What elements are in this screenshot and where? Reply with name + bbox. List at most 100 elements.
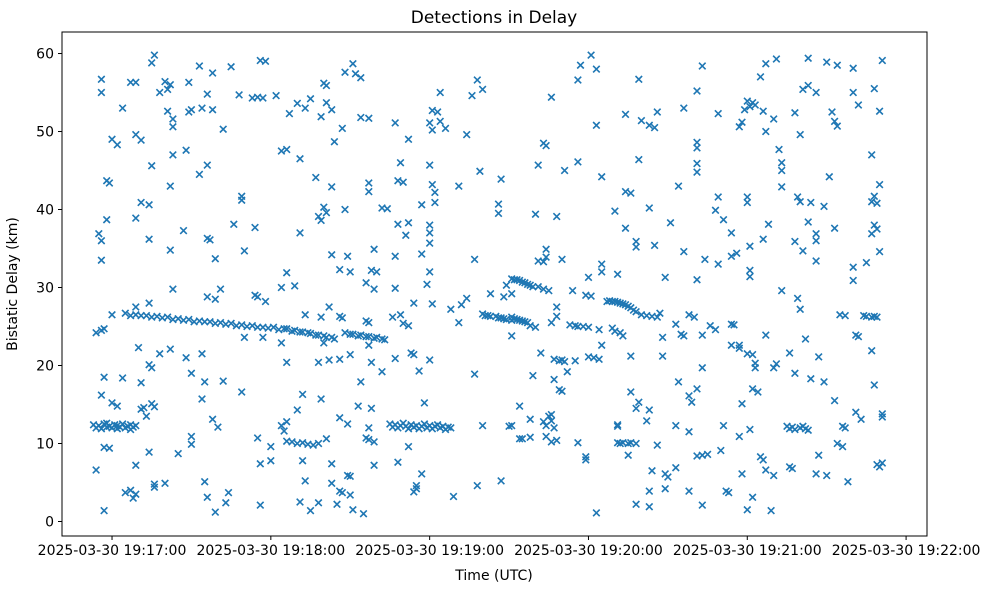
data-point-marker [664,473,672,481]
data-point-marker [621,187,630,196]
data-point-marker [679,247,688,256]
data-point-marker [624,451,633,460]
data-point-marker [319,339,328,347]
data-point-marker [314,439,323,448]
data-point-marker [645,204,654,212]
data-point-marker [634,75,643,84]
data-point-marker [277,421,286,430]
data-point-marker [425,356,434,364]
data-point-marker [613,420,622,429]
data-point-marker [306,506,315,515]
data-point-marker [187,105,196,114]
data-point-marker [552,303,561,311]
data-point-marker [738,470,746,478]
data-point-marker [349,330,357,339]
data-point-marker [211,295,220,304]
data-point-marker [812,88,820,97]
data-point-marker [428,180,437,189]
data-point-marker [518,434,527,443]
data-point-marker [701,255,709,264]
data-point-marker [756,73,765,81]
data-point-marker [290,282,299,290]
data-point-marker [703,450,712,459]
data-point-marker [100,373,108,382]
data-point-marker [449,492,458,501]
data-point-marker [687,398,696,407]
data-point-marker [870,221,879,229]
data-point-marker [356,113,365,122]
data-point-marker [412,481,421,490]
data-point-marker [830,224,839,233]
data-point-marker [844,477,852,486]
data-point-marker [746,266,754,275]
data-point-marker [812,257,820,265]
data-point-marker [221,498,230,507]
data-point-marker [674,378,683,386]
data-point-marker [301,310,310,319]
data-point-marker [420,399,429,407]
data-point-marker [420,420,429,428]
data-point-marker [145,200,153,209]
data-point-marker [621,110,630,119]
data-point-marker [806,374,815,383]
data-point-marker [711,206,720,215]
data-point-marker [338,314,347,322]
data-point-marker [147,59,156,67]
data-point-marker [425,239,434,247]
data-point-marker [131,214,140,222]
data-point-marker [147,363,156,372]
data-point-marker [724,488,733,497]
data-point-marker [425,119,434,127]
data-point-marker [425,221,434,229]
data-point-marker [764,220,773,229]
data-point-marker [592,509,601,517]
data-point-marker [446,424,455,432]
data-point-marker [497,175,505,183]
data-point-marker [417,250,426,258]
data-point-marker [634,155,643,164]
data-point-marker [550,355,558,364]
data-point-marker [746,242,754,251]
data-point-marker [378,367,386,376]
data-point-marker [129,494,138,502]
data-point-marker [282,145,291,154]
data-point-marker [428,126,437,134]
data-point-marker [626,352,635,360]
data-point-marker [645,121,654,130]
data-point-marker [349,59,357,68]
data-point-marker [399,178,408,187]
data-point-marker [685,427,693,436]
data-point-marker [219,377,228,385]
data-point-marker [851,408,860,417]
data-point-marker [828,108,836,116]
data-point-marker [791,425,799,434]
data-point-marker [759,235,768,244]
data-point-marker [327,479,336,488]
y-axis-ticks: 0 10 20 30 40 50 60 [36,47,62,530]
data-point-marker [820,202,828,211]
data-point-marker [131,421,140,430]
data-point-marker [296,498,304,506]
data-point-marker [285,109,294,118]
data-point-marker [870,192,879,201]
data-point-marker [134,343,143,352]
data-point-marker [671,320,680,329]
data-point-marker [343,420,352,428]
data-point-marker [266,442,275,451]
data-point-marker [743,198,752,207]
data-point-marker [825,172,834,181]
data-point-marker [497,477,505,485]
data-point-marker [740,105,749,114]
data-point-marker [235,91,243,99]
data-point-marker [394,220,402,229]
data-point-marker [155,88,164,97]
data-point-marker [364,332,373,341]
data-point-marker [102,215,111,224]
data-point-marker [799,247,807,255]
data-point-marker [494,209,503,218]
data-point-marker [169,151,177,159]
data-point-marker [314,212,323,221]
data-point-marker [161,77,169,86]
data-point-marker [309,441,318,449]
data-point-marker [282,358,291,367]
